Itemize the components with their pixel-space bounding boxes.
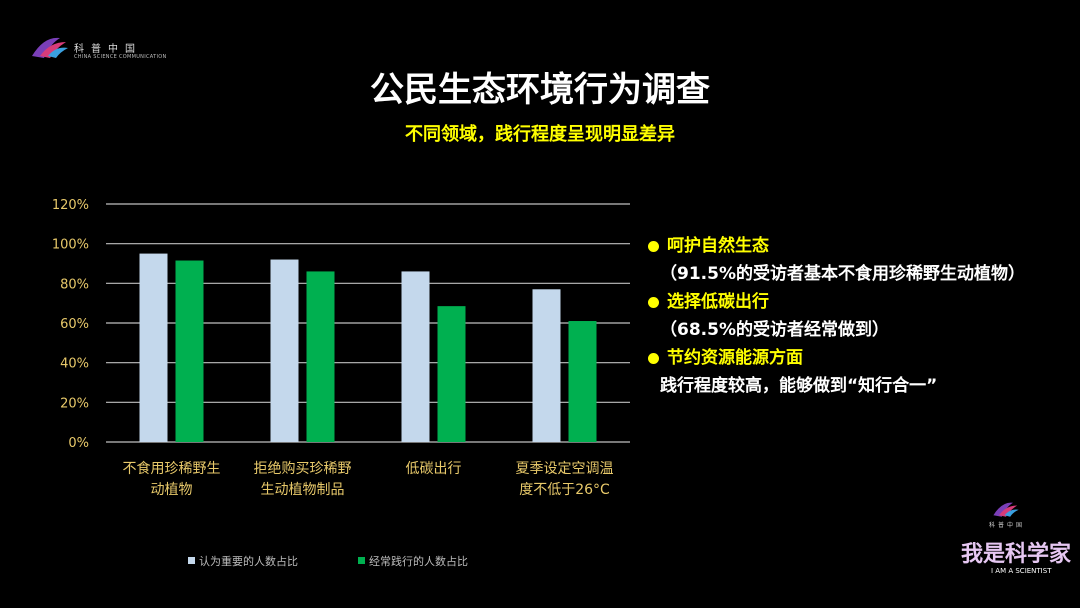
china-science-logo: 科普中国 CHINA SCIENCE COMMUNICATION [30,32,180,68]
bar-important [270,259,299,442]
y-tick-label: 100% [52,238,89,253]
scientist-brand: 科普中国 我是科学家 I AM A SCIENTIST [955,498,1071,583]
logo-en-text: CHINA SCIENCE COMMUNICATION [74,54,167,60]
finding-1-detail: （91.5%的受访者基本不食用珍稀野生动植物） [660,264,1025,284]
y-axis-ticks: 0% 20% 40% 60% 80% 100% 120% [52,198,89,451]
bullet-dot-icon [648,240,659,252]
chart-legend: 认为重要的人数占比 经常践行的人数占比 [188,554,468,568]
y-tick-label: 0% [68,436,89,451]
y-tick-label: 40% [60,357,89,372]
brand-mark-icon [993,502,1019,517]
bullet-dot-icon [648,352,659,364]
bar-practiced [175,260,204,442]
bar-important [401,271,430,442]
finding-1-heading: 呵护自然生态 [648,232,1068,260]
logo-cn-text: 科普中国 [74,44,142,55]
finding-2-heading-text: 选择低碳出行 [667,292,769,312]
legend-swatch [358,557,365,564]
y-tick-label: 80% [60,277,89,292]
legend-label: 认为重要的人数占比 [199,554,298,568]
bar-practiced [306,271,335,442]
finding-1-heading-text: 呵护自然生态 [667,236,769,256]
x-category-label: 度不低于26°C [519,482,610,498]
y-tick-label: 60% [60,317,89,332]
bar-practiced [568,321,597,442]
bullet-dot-icon [648,296,659,308]
x-category-label: 不食用珍稀野生 [123,460,221,477]
x-category-label: 动植物 [151,482,193,498]
x-category-label: 低碳出行 [406,461,462,477]
brand-en: I AM A SCIENTIST [991,567,1052,575]
finding-2-detail: （68.5%的受访者经常做到） [660,320,889,340]
brand-title: 我是科学家 [961,542,1072,567]
finding-3-heading-text: 节约资源能源方面 [667,348,803,368]
x-category-label: 夏季设定空调温 [516,461,614,477]
chart-bars [139,253,597,442]
bar-chart: 0% 20% 40% 60% 80% 100% 120% 不食用珍稀野生动植物 拒绝购买珍稀野… [52,198,630,568]
y-tick-label: 120% [52,198,89,213]
key-findings: 呵护自然生态 （91.5%的受访者基本不食用珍稀野生动植物） 选择低碳出行 （6… [648,232,1068,400]
finding-3-detail: 践行程度较高，能够做到“知行合一” [660,376,938,396]
bar-important [139,253,168,442]
finding-3-heading: 节约资源能源方面 [648,344,1068,372]
x-category-label: 拒绝购买珍稀野 [254,461,352,477]
legend-label: 经常践行的人数占比 [369,554,468,568]
bar-practiced [437,306,466,442]
logo-mark-icon [32,37,68,58]
finding-2-heading: 选择低碳出行 [648,288,1068,316]
legend-swatch [188,557,195,564]
page-title: 公民生态环境行为调查 [370,70,710,110]
bar-important [532,289,561,442]
page-subtitle: 不同领域，践行程度呈现明显差异 [405,124,675,145]
brand-cn-small: 科普中国 [989,522,1026,529]
x-category-label: 生动植物制品 [261,482,345,498]
y-tick-label: 20% [60,396,89,411]
